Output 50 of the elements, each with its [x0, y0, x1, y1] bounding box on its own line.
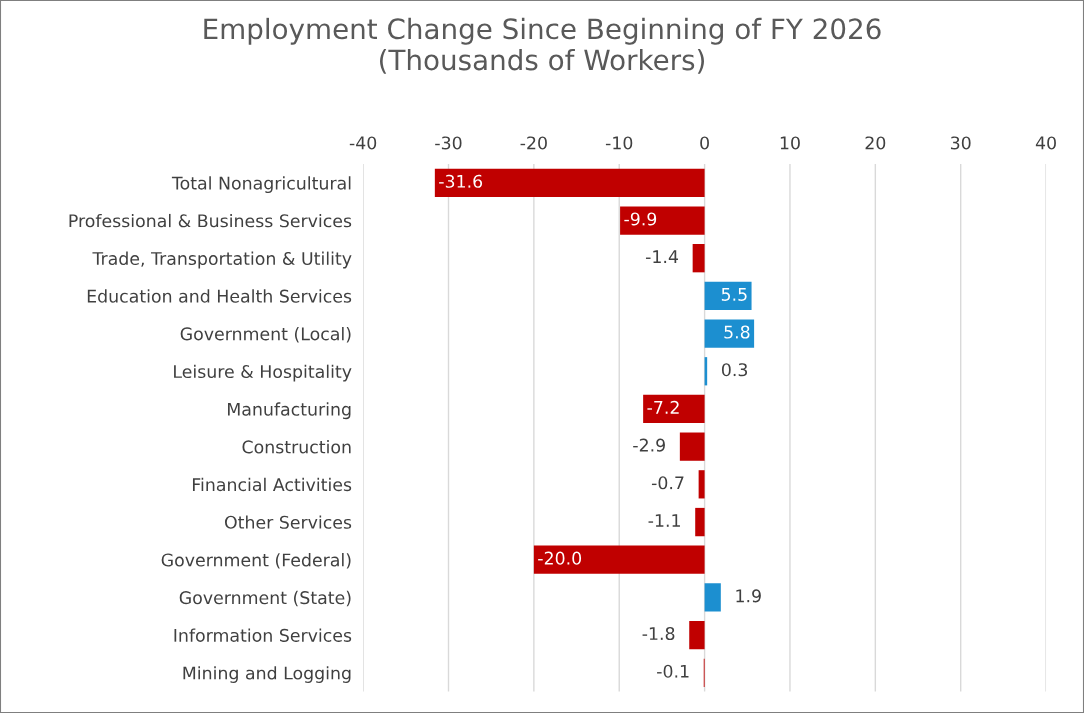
y-tick-label: Information Services	[174, 628, 352, 642]
data-label: -9.9	[624, 212, 657, 226]
bar	[704, 281, 752, 311]
bar	[689, 620, 705, 650]
y-tick-label: Government (State)	[179, 590, 351, 607]
x-tick-label: -30	[435, 136, 462, 150]
data-label: 5.8	[724, 325, 750, 339]
bar	[704, 583, 721, 612]
y-tick-label: Construction	[242, 440, 351, 454]
bar	[620, 206, 705, 235]
data-label: 5.5	[721, 288, 747, 301]
x-tick-label: 0	[700, 136, 709, 150]
y-tick-label: Financial Activities	[192, 477, 352, 492]
y-tick-label: Trade, Transportation & Utility	[92, 251, 352, 269]
x-tick-label: -10	[605, 136, 633, 150]
y-tick-label: Total Nonagricultural	[171, 176, 351, 194]
x-tick-label: 40	[1035, 136, 1056, 150]
y-tick-label: Government (Local)	[180, 326, 351, 343]
data-label: -1.4	[645, 250, 679, 263]
data-label: -1.1	[648, 514, 680, 527]
bar	[695, 507, 705, 537]
x-tick-label: 10	[780, 136, 800, 150]
y-tick-label: Professional & Business Services	[69, 213, 352, 228]
chart-title: Employment Change Since Beginning of FY 2026 (Thousands of Workers)	[204, 17, 881, 74]
bar	[533, 545, 705, 574]
y-tick-label: Mining and Logging	[183, 666, 351, 683]
data-label: -2.9	[633, 438, 665, 452]
data-label: 1.9	[736, 589, 761, 603]
bar	[704, 319, 755, 348]
bar	[679, 432, 705, 461]
data-label: -20.0	[538, 551, 582, 565]
x-tick-label: 20	[865, 136, 886, 150]
bar	[698, 470, 705, 499]
bar	[434, 168, 705, 197]
y-tick-label: Leisure & Hospitality	[174, 364, 352, 382]
y-tick-label: Other Services	[224, 515, 352, 529]
x-tick-label: -20	[520, 136, 547, 150]
y-tick-label: Government (Federal)	[161, 553, 351, 569]
bar	[643, 394, 705, 424]
x-tick-label: 30	[950, 136, 971, 150]
y-tick-label: Education and Health Services	[87, 289, 352, 303]
data-label: -7.2	[647, 400, 679, 414]
bar	[692, 244, 705, 273]
data-label: -1.8	[642, 626, 675, 641]
data-label: -0.1	[657, 664, 689, 678]
y-tick-label: Manufacturing	[228, 402, 351, 420]
data-label: -0.7	[651, 476, 684, 490]
data-label: -31.6	[439, 174, 483, 188]
data-label: 0.3	[721, 363, 748, 377]
x-tick-label: -40	[349, 136, 377, 150]
